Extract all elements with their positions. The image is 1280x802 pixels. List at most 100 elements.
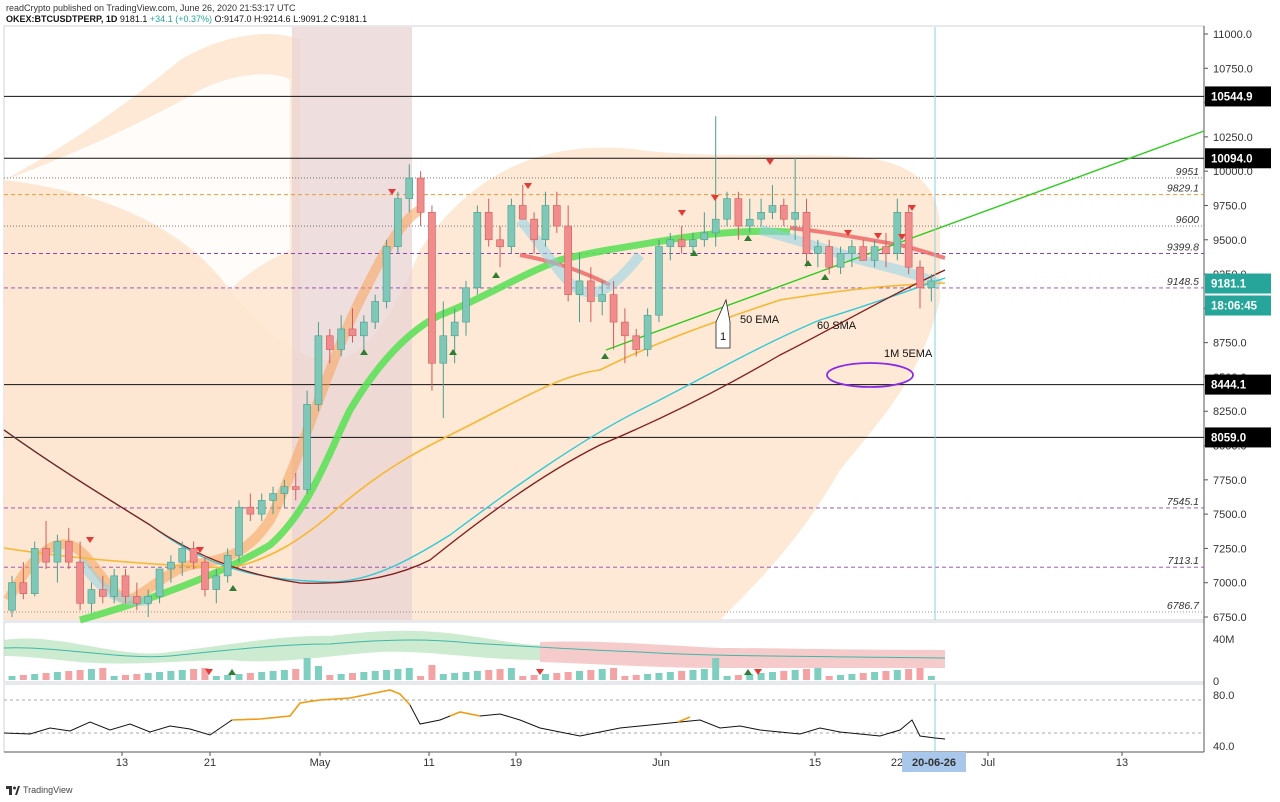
signal-marker (844, 230, 852, 236)
volume-bar (780, 671, 788, 680)
volume-bar (598, 669, 606, 680)
candle-body (189, 548, 198, 563)
price-axis[interactable]: 11000.010750.010500.010250.010000.09750.… (1204, 29, 1253, 624)
annotation-60sma: 60 SMA (817, 320, 857, 332)
price-tag: 18:06:45 (1205, 295, 1271, 316)
time-axis[interactable]: 13 21 May 11 19 Jun 15 Jul 13 22 (116, 752, 1128, 769)
volume-bar (473, 671, 481, 680)
candle-body (598, 294, 607, 302)
close-value: C:9181.1 (330, 14, 368, 24)
candle-body (19, 582, 28, 594)
volume-bar (451, 673, 459, 680)
price-tag-label: 10544.9 (1211, 91, 1253, 103)
candle-body (802, 212, 811, 254)
volume-bar (371, 671, 379, 680)
candle-body (337, 328, 345, 350)
date-tick-label: 13 (1116, 757, 1128, 769)
volume-bar (19, 675, 27, 680)
volume-tick-label: 40M (1213, 634, 1234, 646)
svg-text:20-06-26: 20-06-26 (912, 757, 956, 769)
price-tag-label: 18:06:45 (1211, 301, 1258, 313)
candle-body (757, 212, 765, 220)
candle-body (394, 198, 402, 247)
publish-info: readCrypto published on TradingView.com,… (6, 3, 296, 13)
volume-bar (655, 673, 663, 680)
candle-body (30, 548, 39, 594)
oscillator-tick-label: 80.0 (1213, 690, 1234, 702)
highlight-ellipse (826, 362, 914, 388)
volume-bar (814, 668, 822, 680)
candle-body (768, 205, 777, 213)
candle-body (734, 198, 743, 227)
candle-body (235, 506, 243, 556)
candle-body (904, 212, 913, 268)
volume-bar (280, 670, 288, 680)
volume-bar (837, 675, 845, 680)
price-tags: 10544.9 10094.0 9181.1 18:06:45 8444.1 8059.0 (1205, 86, 1271, 448)
price-tag-label: 9181.1 (1211, 279, 1247, 291)
signal-marker (908, 205, 916, 211)
volume-bar (144, 673, 152, 680)
signal-marker (229, 585, 237, 591)
candle-body (428, 212, 436, 364)
candle-body (246, 506, 255, 515)
volume-bar (31, 674, 39, 680)
candle-body (87, 589, 96, 604)
candle-body (155, 568, 164, 597)
volume-bar (848, 674, 856, 680)
signal-marker (86, 537, 94, 543)
price-change: +34.1 (+0.37%) (149, 14, 212, 24)
symbol-name: OKEX:BTCUSDTPERP, 1D (6, 14, 118, 24)
signal-marker (711, 195, 719, 201)
candle-body (518, 205, 527, 220)
level-label: 9600 (1176, 214, 1200, 226)
volume-bar (156, 672, 164, 680)
signal-marker (874, 233, 882, 239)
volume-bar (190, 669, 198, 680)
price-tick-label: 10250.0 (1213, 132, 1253, 144)
price-tick-label: 8750.0 (1213, 338, 1247, 350)
candle-body (360, 321, 368, 337)
volume-bars (8, 658, 935, 680)
volume-bar (541, 674, 549, 680)
volume-bar (326, 675, 334, 680)
callout-label: 1 (720, 331, 726, 343)
candle-body (643, 314, 652, 350)
volume-bar (349, 673, 356, 680)
volume-cloud-green (4, 630, 540, 664)
candle-body (632, 335, 641, 350)
signal-marker (804, 260, 812, 266)
volume-ma-line (3, 639, 946, 659)
oscillator-overbought-2 (449, 711, 481, 717)
oscillator-line (3, 689, 946, 740)
volume-bar (587, 670, 595, 680)
volume-bar (394, 669, 402, 680)
candle-body (121, 575, 130, 597)
volume-bar (201, 668, 209, 680)
volume-bar (553, 673, 561, 680)
volume-bar (303, 658, 311, 680)
callout-marker: 1 (715, 298, 731, 349)
candle-body (64, 541, 73, 563)
level-label: 7545.1 (1167, 496, 1199, 508)
volume-bar (723, 676, 731, 680)
signal-marker (360, 349, 368, 355)
oscillator-axis: 80.0 40.0 (1213, 690, 1234, 753)
volume-bar (383, 670, 391, 680)
price-tick-label: 6750.0 (1213, 612, 1247, 624)
candle-body (677, 239, 686, 247)
volume-bar (269, 671, 277, 680)
candle-body (655, 246, 663, 316)
date-tick-label: 15 (809, 757, 821, 769)
volume-bar (42, 673, 50, 680)
price-tick-label: 9500.0 (1213, 235, 1247, 247)
volume-bar (610, 668, 618, 680)
price-tag: 8444.1 (1205, 374, 1271, 395)
candle-body (552, 205, 561, 227)
candle-body (848, 246, 856, 254)
candle-body (167, 561, 175, 570)
candle-body (325, 335, 334, 350)
price-tick-label: 9750.0 (1213, 200, 1247, 212)
volume-bar (87, 669, 95, 680)
